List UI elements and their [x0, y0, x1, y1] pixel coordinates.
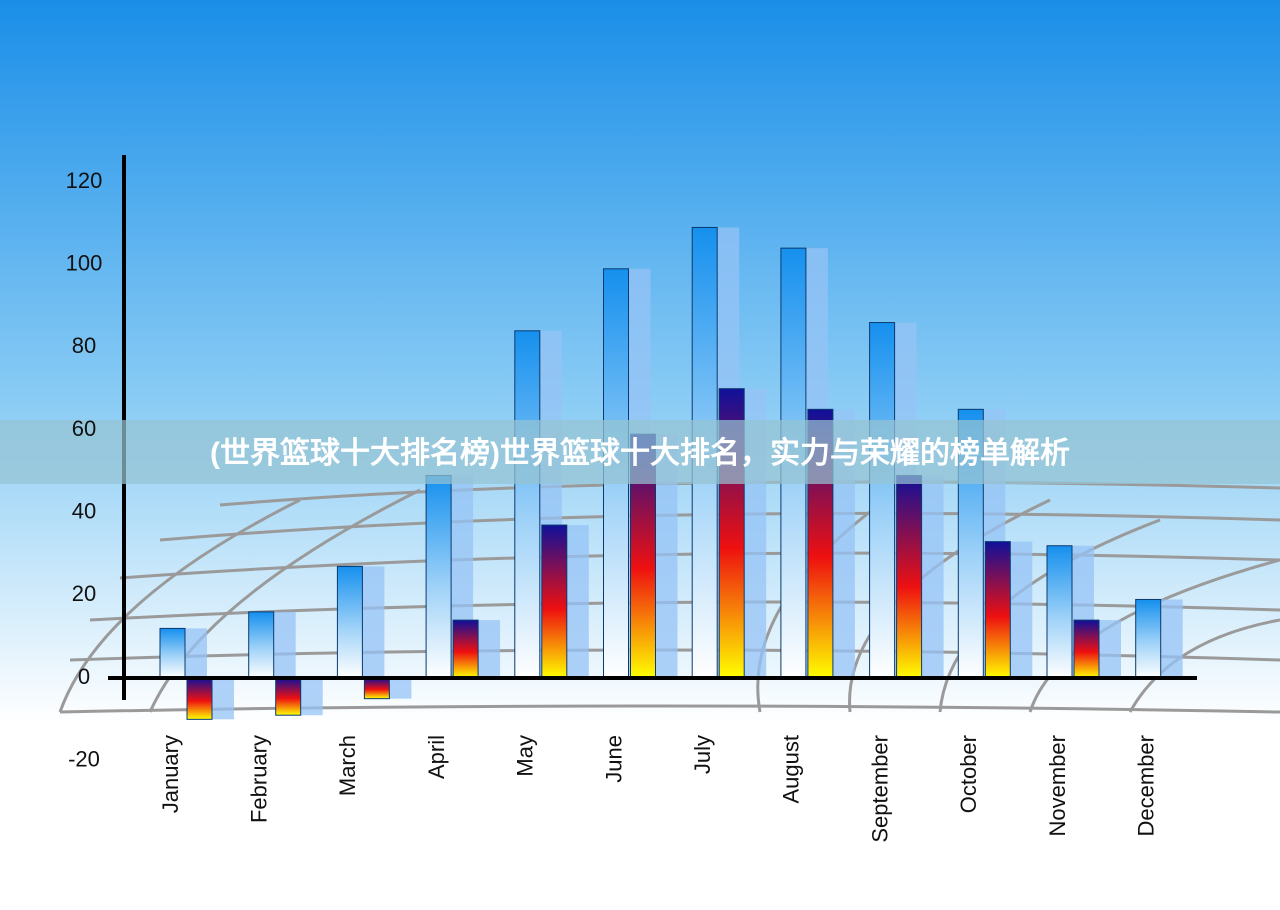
bar — [541, 524, 568, 679]
bar-shadow — [1007, 541, 1033, 678]
bar — [1073, 619, 1100, 679]
caption: (世界篮球十大排名榜)世界篮球十大排名，实力与荣耀的榜单解析 — [210, 436, 1070, 470]
y-tick-label: 80 — [72, 333, 96, 358]
y-tick-label: 0 — [78, 664, 90, 689]
bar-shadow — [918, 475, 944, 678]
bar — [425, 474, 452, 679]
bar-shadow — [209, 678, 234, 720]
bar-shadow — [1096, 620, 1121, 678]
y-tick-label: 20 — [72, 581, 96, 606]
bar-shadow — [270, 611, 296, 678]
bar — [275, 677, 302, 716]
bar-shadow — [359, 566, 385, 678]
x-tick-label: April — [424, 735, 449, 779]
x-tick-label: September — [867, 735, 892, 843]
bar — [159, 627, 186, 679]
caption-banner — [0, 420, 1280, 484]
bar — [452, 619, 479, 679]
x-tick-label: February — [247, 735, 272, 823]
bar — [896, 474, 923, 679]
bar-shadow — [1157, 599, 1183, 678]
bar — [336, 565, 363, 679]
y-tick-label: 120 — [66, 168, 103, 193]
x-tick-label: June — [601, 735, 626, 783]
x-tick-label: May — [513, 735, 538, 777]
bar — [1046, 545, 1073, 679]
bar — [984, 541, 1011, 679]
x-tick-label: November — [1045, 735, 1070, 836]
bar-shadow — [563, 525, 589, 678]
bar — [514, 330, 541, 679]
bar — [1135, 598, 1162, 679]
bar — [248, 611, 275, 679]
x-tick-label: October — [956, 735, 981, 813]
x-tick-label: March — [335, 735, 360, 796]
x-tick-label: July — [690, 735, 715, 774]
y-tick-label: 100 — [66, 250, 103, 275]
bar — [363, 677, 390, 700]
bar — [186, 677, 213, 720]
y-tick-label: 40 — [72, 498, 96, 523]
bar — [869, 322, 896, 679]
y-tick-label: 60 — [72, 416, 96, 441]
x-tick-label: January — [158, 735, 183, 813]
bar-shadow — [182, 628, 207, 678]
y-tick-label: -20 — [68, 746, 100, 771]
bar-shadow — [475, 620, 501, 678]
bar-shadow — [297, 678, 323, 716]
bar-shadow — [386, 678, 412, 699]
x-tick-label: December — [1134, 735, 1159, 836]
x-tick-label: August — [779, 735, 804, 804]
